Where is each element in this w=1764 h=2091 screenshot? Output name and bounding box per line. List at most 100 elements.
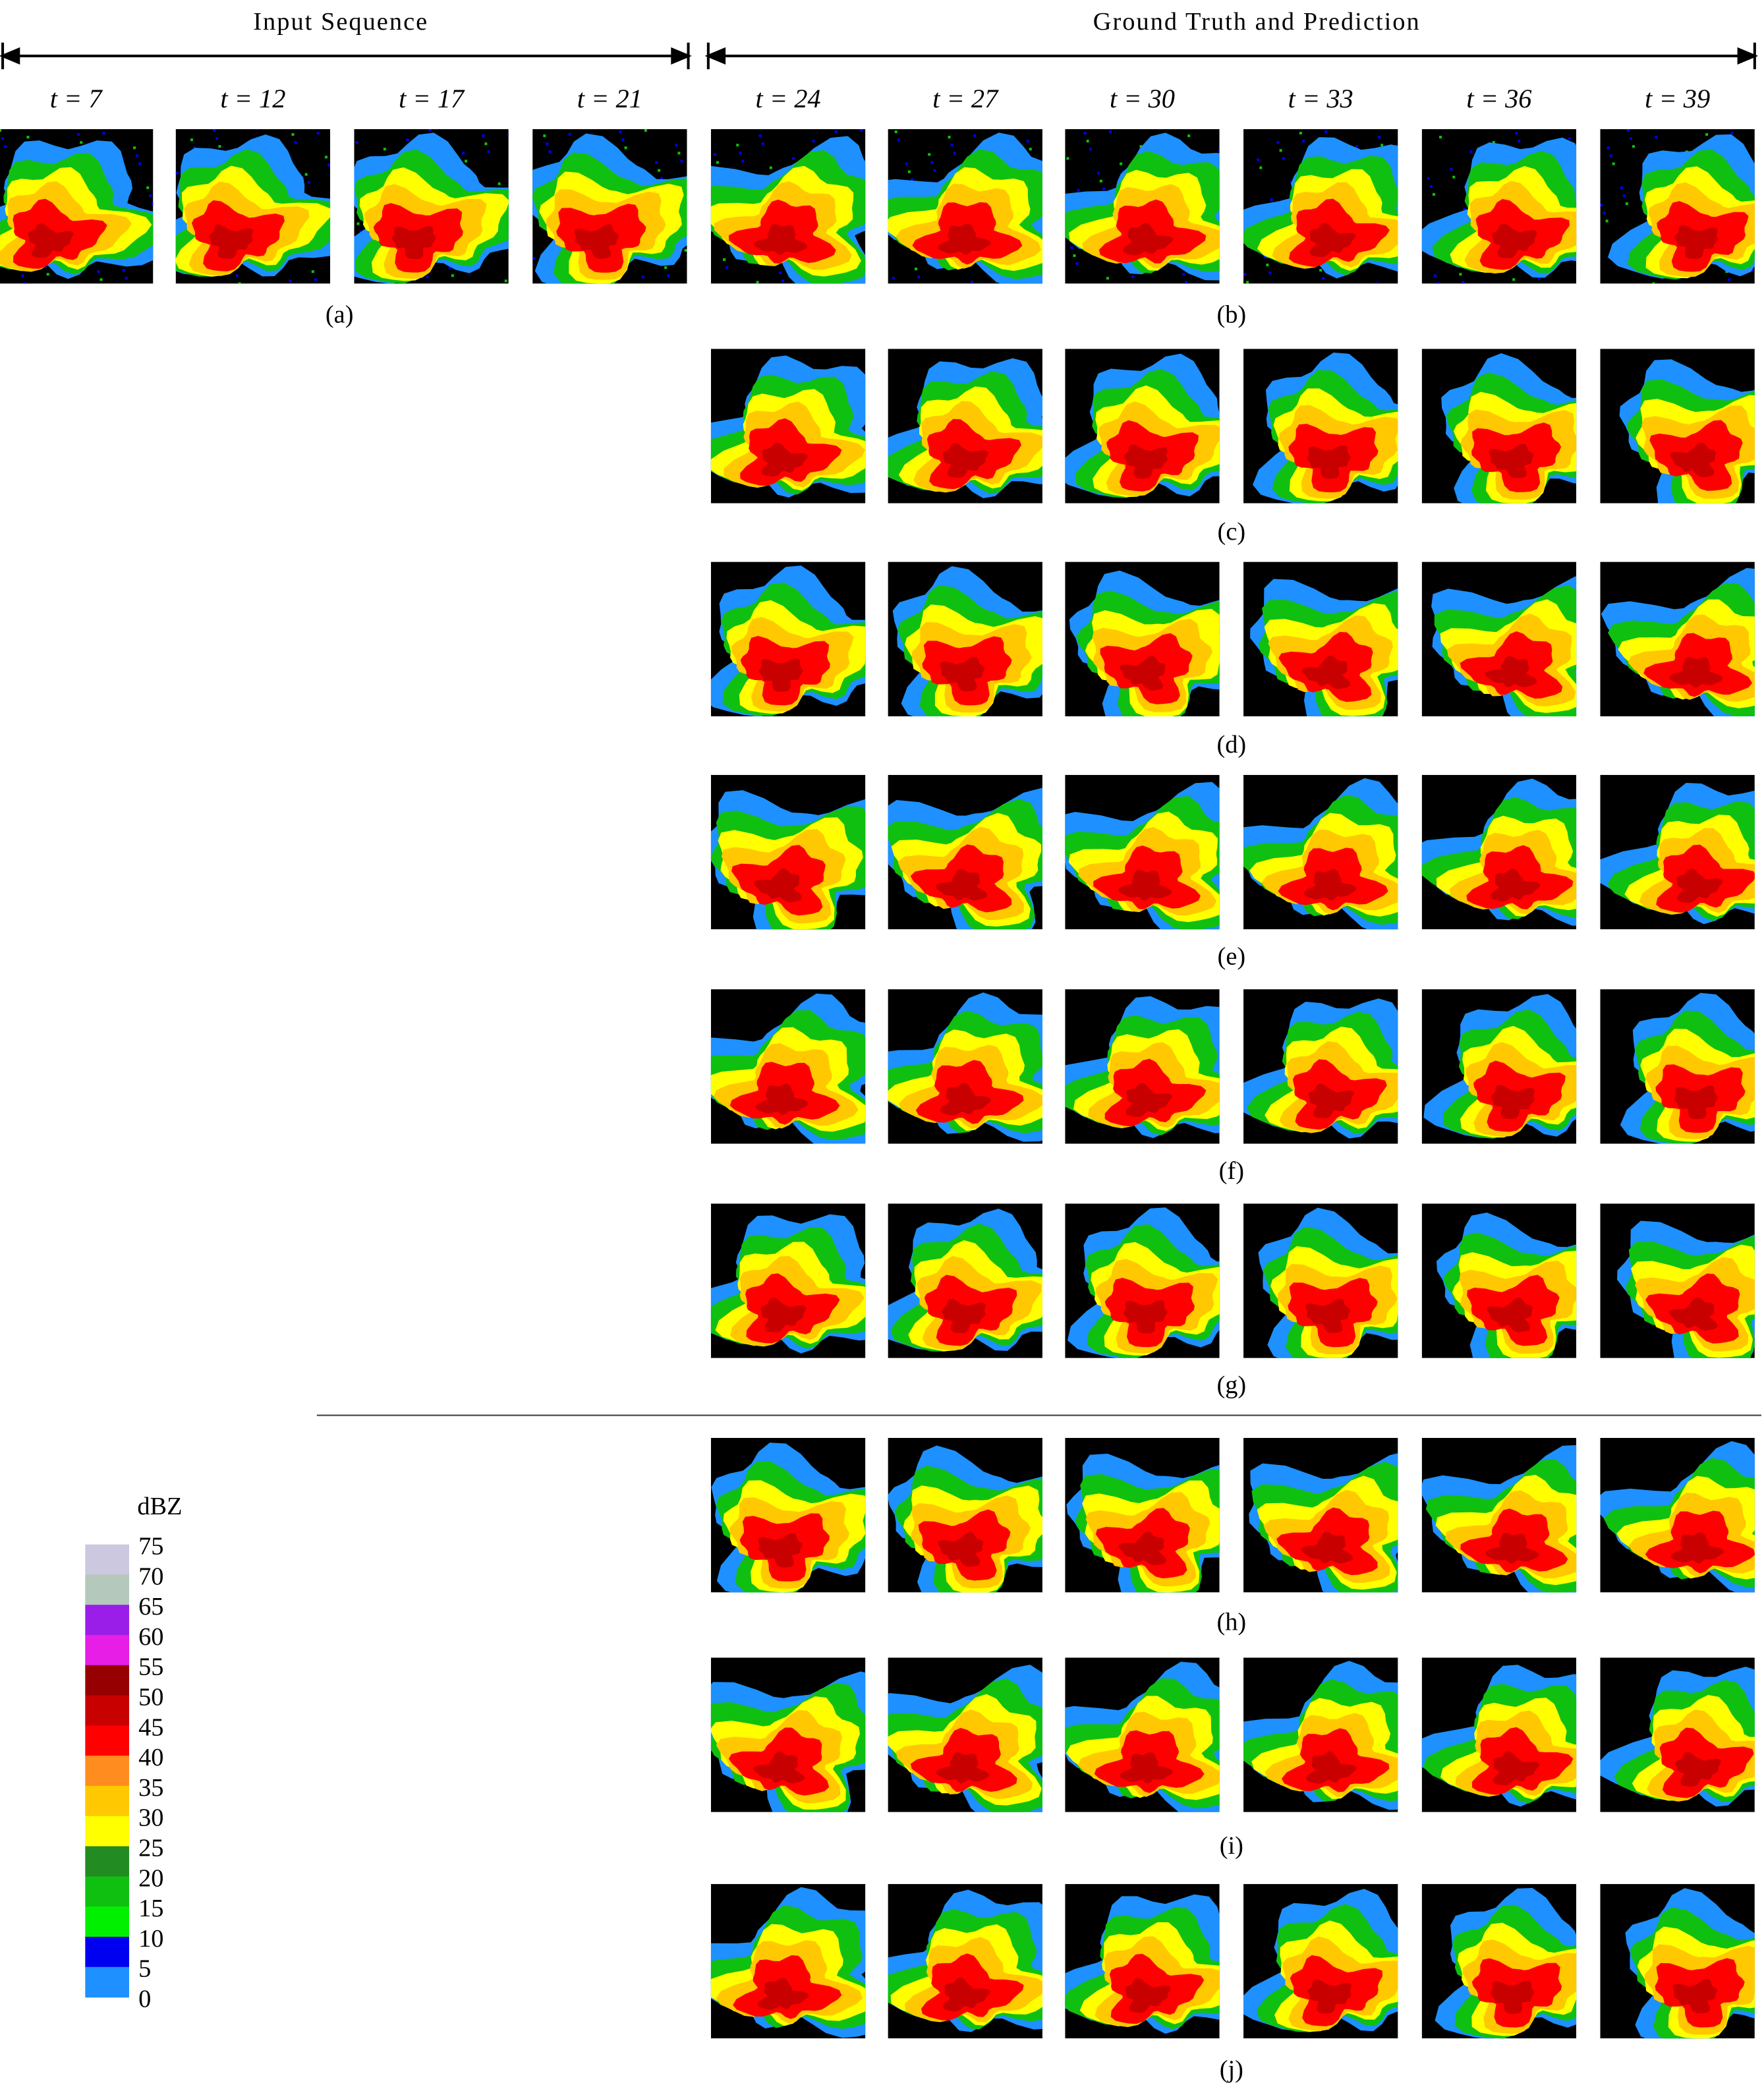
echo-region (754, 223, 808, 255)
speckle (1099, 179, 1102, 183)
speckle (102, 132, 105, 135)
radar-image (710, 774, 866, 930)
speckle (1655, 136, 1658, 139)
speckle (1626, 129, 1630, 132)
arrow-head (0, 47, 692, 65)
speckle (1433, 274, 1437, 277)
echo-region (754, 868, 803, 903)
radar-image (1600, 349, 1755, 503)
speckle (192, 146, 196, 150)
speckle (713, 153, 716, 156)
speckle (1182, 273, 1185, 276)
speckle (1432, 192, 1435, 196)
echo-region (943, 1977, 990, 2012)
echo-region (574, 224, 619, 259)
speckle (1600, 204, 1603, 207)
speckle (1108, 130, 1112, 134)
speckle (1083, 132, 1087, 135)
speckle (80, 141, 83, 144)
colorbar-swatch (85, 1544, 129, 1576)
colorbar-tick-label: 10 (138, 1925, 163, 1953)
speckle (448, 266, 451, 270)
speckle (1436, 282, 1440, 284)
speckle (1469, 150, 1473, 154)
echo-region (1676, 869, 1723, 903)
speckle (1282, 157, 1285, 160)
radar-image (1065, 1657, 1220, 1812)
speckle (1730, 132, 1734, 135)
echo-region (1487, 1297, 1533, 1332)
echo-region (1670, 442, 1717, 478)
radar-image (710, 989, 866, 1144)
colorbar-swatch (85, 1756, 129, 1787)
speckle (1750, 269, 1753, 272)
speckle (4, 145, 7, 148)
speckle (973, 134, 976, 138)
speckle (1378, 136, 1381, 139)
speckle (1290, 181, 1293, 184)
echo-region (1491, 1085, 1535, 1119)
speckle (1187, 134, 1191, 138)
speckle (133, 146, 136, 150)
speckle (146, 186, 150, 189)
speckle (238, 282, 241, 284)
echo-region (1490, 1980, 1535, 2014)
radar-image (1243, 349, 1398, 503)
speckle (1518, 140, 1521, 143)
speckle (294, 141, 297, 144)
radar-image (888, 774, 1042, 930)
arrow-head (704, 47, 1759, 65)
speckle (1102, 187, 1105, 190)
panel-label: (d) (1216, 731, 1246, 759)
echo-region (1674, 1085, 1719, 1120)
time-label: t = 17 (399, 84, 465, 113)
echo-region (391, 225, 436, 259)
echo-region (1125, 1978, 1171, 2013)
echo-region (1301, 656, 1351, 689)
colorbar-swatch (85, 1695, 129, 1727)
colorbar-tick-label: 50 (138, 1683, 163, 1711)
speckle (1450, 167, 1453, 171)
echo-region (1485, 1533, 1539, 1564)
time-label: t = 36 (1466, 84, 1531, 113)
colorbar-tick-label: 60 (138, 1623, 163, 1651)
echo-region (1305, 1298, 1350, 1333)
speckle (723, 258, 726, 261)
radar-image (888, 129, 1042, 284)
colorbar-swatch (85, 1936, 129, 1968)
speckle (917, 275, 921, 279)
speckle (756, 281, 759, 284)
radar-image (888, 1203, 1042, 1358)
speckle (1243, 273, 1247, 276)
time-label: t = 21 (577, 84, 642, 113)
speckle (175, 171, 179, 175)
output-title: Ground Truth and Prediction (1093, 8, 1421, 36)
speckle (213, 129, 216, 132)
speckle (914, 268, 918, 271)
speckle (21, 274, 24, 277)
speckle (675, 144, 678, 147)
radar-image (710, 129, 866, 284)
speckle (327, 163, 331, 167)
speckle (125, 277, 128, 280)
colorbar-tick-label: 40 (138, 1744, 163, 1771)
speckle (677, 152, 681, 155)
speckle (46, 273, 49, 276)
panel-label: (j) (1220, 2056, 1243, 2084)
colorbar-swatch (85, 1966, 129, 1998)
echo-region (753, 1752, 805, 1784)
speckle (739, 152, 742, 155)
colorbar-tick-label: 30 (138, 1804, 163, 1832)
speckle (1257, 158, 1260, 161)
echo-region (1123, 1300, 1168, 1334)
speckle (834, 130, 838, 134)
speckle (1625, 202, 1628, 206)
speckle (1463, 208, 1466, 211)
speckle (1492, 141, 1495, 144)
radar-image (710, 561, 866, 716)
speckle (1605, 219, 1608, 223)
colorbar-swatch (85, 1635, 129, 1666)
speckle (136, 154, 139, 158)
